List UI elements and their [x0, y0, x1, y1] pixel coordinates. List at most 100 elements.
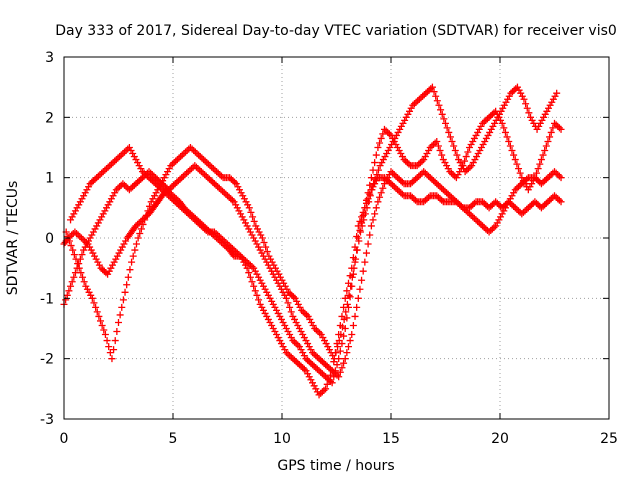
data-point-interp [321, 337, 329, 345]
data-point [160, 174, 168, 182]
data-point-interp [539, 202, 547, 210]
data-point-interp [554, 195, 562, 203]
data-point-interp [392, 184, 400, 192]
data-point-interp [547, 171, 555, 179]
data-point-interp [533, 169, 541, 177]
data-point-interp [484, 131, 492, 139]
data-point-interp [325, 364, 333, 372]
data-point-interp [76, 198, 84, 206]
data-point-interp [503, 133, 511, 141]
data-point-interp [467, 211, 475, 219]
y-tick-label: 0 [45, 231, 54, 247]
data-point [184, 168, 192, 176]
data-point-interp [137, 165, 145, 173]
data-point [442, 119, 449, 127]
data-point-interp [407, 104, 415, 112]
data-point-interp [404, 110, 412, 118]
data-point-interp [412, 98, 420, 106]
data-point-interp [325, 346, 333, 354]
data-point-interp [340, 359, 348, 367]
data-point-interp [94, 258, 102, 266]
data-point [402, 113, 410, 121]
data-point-interp [114, 184, 122, 192]
data-point [479, 198, 487, 206]
data-point-interp [271, 273, 279, 281]
data-point [80, 246, 88, 254]
data-point-interp [438, 184, 446, 192]
data-point-interp [277, 285, 285, 293]
data-point-interp [303, 311, 311, 319]
data-point [173, 156, 181, 164]
data-point-interp [430, 88, 438, 96]
data-point [544, 174, 552, 182]
data-point-interp [202, 172, 210, 180]
data-point-interp [552, 121, 560, 129]
data-point [335, 373, 343, 381]
data-point [106, 198, 114, 206]
data-point-interp [98, 169, 106, 177]
data-point-interp [92, 255, 100, 263]
data-point-interp [129, 252, 137, 260]
data-point [309, 379, 317, 387]
data-point-interp [87, 291, 95, 299]
y-tick-label: -1 [40, 291, 54, 307]
data-point-interp [497, 213, 505, 221]
data-point-interp [89, 228, 97, 236]
data-point [258, 234, 266, 242]
data-point-interp [147, 169, 155, 177]
data-point-interp [415, 160, 423, 168]
data-point [439, 156, 447, 164]
data-point-interp [384, 174, 392, 182]
data-point-interp [98, 321, 106, 329]
data-point-interp [398, 153, 406, 161]
data-point [420, 198, 428, 206]
data-point-interp [87, 246, 95, 254]
data-point-interp [334, 343, 342, 351]
data-point-interp [83, 240, 91, 248]
data-point-interp [408, 178, 416, 186]
data-point [461, 168, 469, 176]
data-point [158, 180, 166, 188]
data-point-interp [554, 171, 562, 179]
data-point [304, 312, 312, 320]
data-point-interp [297, 362, 305, 370]
data-point-interp [437, 106, 445, 114]
data-point [71, 228, 79, 236]
data-point [511, 186, 519, 194]
data-point [302, 355, 310, 363]
data-point-interp [118, 303, 126, 311]
data-point [295, 343, 303, 351]
data-point-interp [343, 349, 351, 357]
data-point-interp [379, 130, 387, 138]
data-point [428, 83, 436, 91]
data-point [125, 144, 133, 151]
data-point-interp [273, 331, 281, 339]
data-point-interp [513, 160, 521, 168]
data-point [394, 144, 402, 151]
data-point-interp [489, 122, 497, 130]
data-point [350, 264, 358, 272]
data-point-interp [443, 162, 451, 170]
data-point-interp [105, 343, 113, 351]
data-point-interp [175, 154, 183, 162]
data-point-interp [299, 308, 307, 316]
data-point-interp [398, 190, 406, 198]
data-point-interp [327, 377, 335, 385]
data-point [67, 216, 75, 224]
data-point-interp [464, 165, 472, 173]
data-point-interp [245, 225, 253, 233]
data-point-interp [482, 201, 490, 209]
data-point-interp [155, 177, 163, 185]
data-point-interp [474, 217, 482, 225]
data-point-interp [343, 287, 351, 295]
data-point-interp [449, 195, 457, 203]
data-point-interp [431, 139, 439, 147]
data-point-interp [453, 151, 461, 159]
data-point [315, 355, 323, 363]
data-point-interp [70, 251, 78, 259]
data-point-interp [423, 171, 431, 179]
data-point [73, 264, 81, 272]
data-point [374, 144, 382, 151]
data-point-interp [519, 178, 527, 186]
data-point-interp [331, 370, 339, 378]
